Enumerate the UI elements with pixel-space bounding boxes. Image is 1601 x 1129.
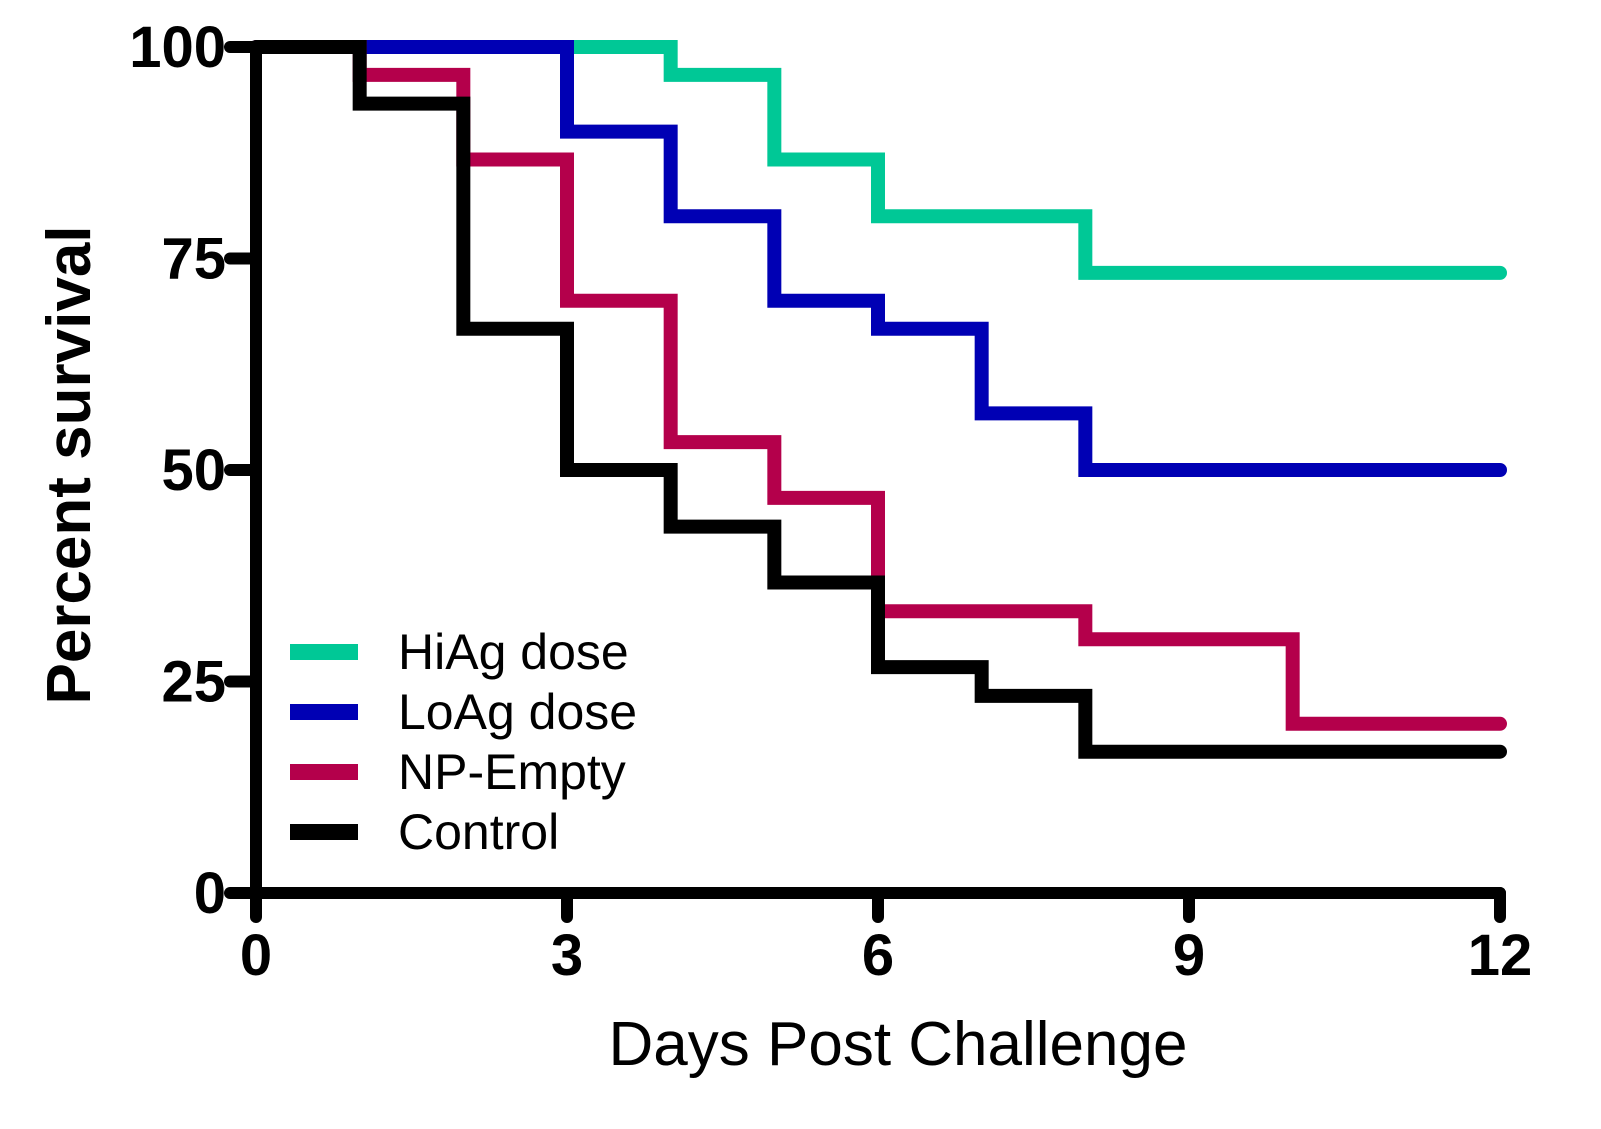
legend-label: LoAg dose [398, 684, 637, 740]
legend-label: Control [398, 804, 559, 860]
x-axis-title: Days Post Challenge [609, 1010, 1188, 1079]
y-tick-label: 75 [161, 227, 226, 292]
legend-label: HiAg dose [398, 624, 629, 680]
series-line-control [249, 40, 1507, 759]
y-axis-title: Percent survival [35, 225, 104, 704]
series-layer [249, 40, 1507, 759]
y-tick-label: 0 [194, 861, 226, 926]
y-tick-label: 50 [161, 438, 226, 503]
y-tick-label: 100 [129, 15, 226, 80]
x-tick-label: 0 [240, 923, 272, 988]
x-tick-label: 6 [862, 923, 894, 988]
series-line-loag-dose [249, 40, 1507, 477]
x-tick-label: 9 [1173, 923, 1205, 988]
series-line-hiag-dose [249, 40, 1507, 280]
ticks-layer: 0 25 50 75 100 0 3 6 9 12 [129, 15, 1532, 988]
x-tick-label: 3 [551, 923, 583, 988]
series-line-np-empty [249, 40, 1507, 731]
y-tick-label: 25 [161, 650, 226, 715]
legend-label: NP-Empty [398, 744, 626, 800]
x-tick-label: 12 [1468, 923, 1533, 988]
